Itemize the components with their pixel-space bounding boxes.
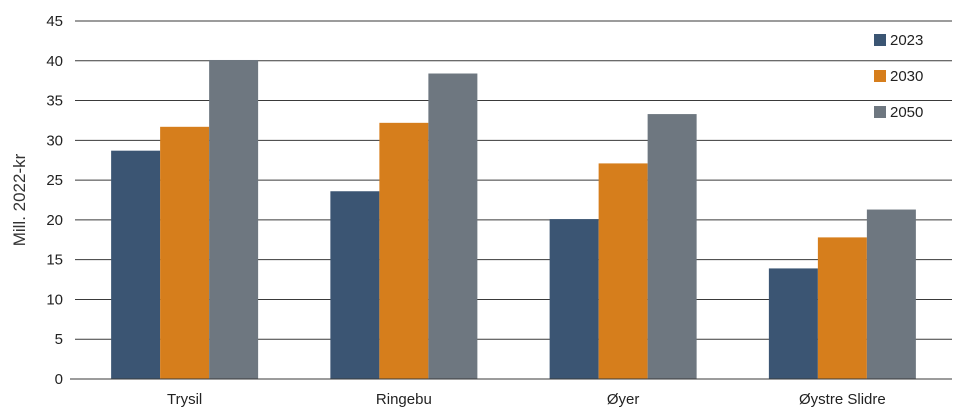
bar-2023-1 xyxy=(330,191,380,379)
bar-2030-2 xyxy=(598,163,648,379)
y-tick-label: 0 xyxy=(55,371,63,388)
legend-label-2050: 2050 xyxy=(890,104,923,121)
bar-2050-0 xyxy=(209,59,259,379)
y-tick-label: 15 xyxy=(46,252,63,269)
category-label: Øystre Slidre xyxy=(799,391,886,408)
legend-swatch-2023 xyxy=(874,34,886,46)
bar-2023-3 xyxy=(768,268,818,379)
legend-label-2030: 2030 xyxy=(890,68,923,85)
y-tick-label: 25 xyxy=(46,172,63,189)
y-tick-label: 5 xyxy=(55,331,63,348)
bar-2050-2 xyxy=(647,114,697,379)
bar-2050-1 xyxy=(428,73,478,380)
y-tick-label: 35 xyxy=(46,93,63,110)
bar-2030-1 xyxy=(379,122,429,379)
y-tick-label: 30 xyxy=(46,132,63,149)
y-axis-ticks: 0 5 10 15 20 25 30 35 40 45 xyxy=(46,13,63,388)
bars xyxy=(111,59,916,380)
legend-label-2023: 2023 xyxy=(890,32,923,49)
bar-2023-0 xyxy=(111,150,161,379)
y-tick-label: 20 xyxy=(46,212,63,229)
category-label: Trysil xyxy=(167,391,202,408)
y-axis-label: Mill. 2022-kr xyxy=(10,153,29,246)
bar-2030-0 xyxy=(160,126,210,379)
bar-2023-2 xyxy=(549,219,599,379)
y-tick-label: 40 xyxy=(46,53,63,70)
legend-swatch-2050 xyxy=(874,106,886,118)
bar-2030-3 xyxy=(817,237,867,379)
category-label: Øyer xyxy=(607,391,640,408)
x-axis-categories: Trysil Ringebu Øyer Øystre Slidre xyxy=(167,391,886,408)
bar-2050-3 xyxy=(866,209,916,379)
legend: 2023 2030 2050 xyxy=(874,32,923,121)
y-tick-label: 45 xyxy=(46,13,63,30)
y-tick-label: 10 xyxy=(46,291,63,308)
legend-swatch-2030 xyxy=(874,70,886,82)
category-label: Ringebu xyxy=(376,391,432,408)
